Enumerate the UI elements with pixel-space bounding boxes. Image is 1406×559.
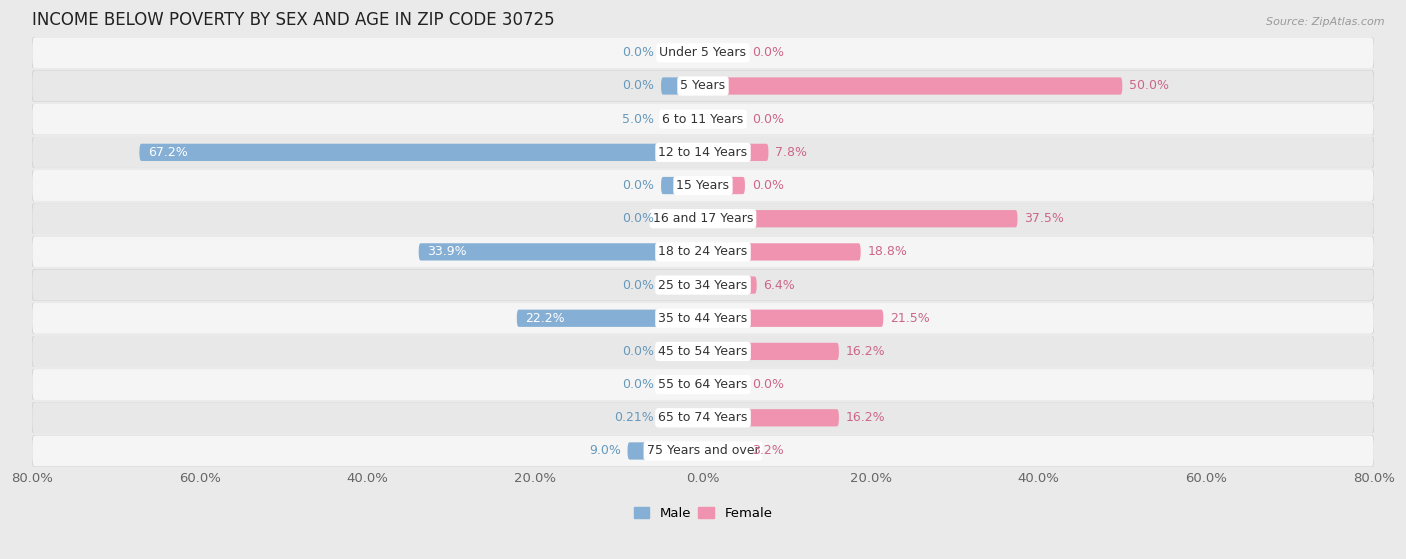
Text: 0.0%: 0.0% xyxy=(752,378,783,391)
Text: 9.0%: 9.0% xyxy=(589,444,621,457)
FancyBboxPatch shape xyxy=(32,70,1374,102)
Text: 0.0%: 0.0% xyxy=(623,278,654,292)
FancyBboxPatch shape xyxy=(32,103,1374,135)
FancyBboxPatch shape xyxy=(627,442,703,459)
FancyBboxPatch shape xyxy=(661,277,703,293)
FancyBboxPatch shape xyxy=(32,402,1374,434)
FancyBboxPatch shape xyxy=(32,136,1374,168)
FancyBboxPatch shape xyxy=(703,111,745,128)
Text: 0.0%: 0.0% xyxy=(752,179,783,192)
FancyBboxPatch shape xyxy=(661,77,703,94)
Text: 15 Years: 15 Years xyxy=(676,179,730,192)
Text: 16.2%: 16.2% xyxy=(845,345,886,358)
Text: 0.0%: 0.0% xyxy=(623,46,654,59)
Text: 0.0%: 0.0% xyxy=(752,113,783,126)
FancyBboxPatch shape xyxy=(32,369,1374,401)
FancyBboxPatch shape xyxy=(32,269,1374,301)
FancyBboxPatch shape xyxy=(703,343,839,360)
FancyBboxPatch shape xyxy=(703,177,745,194)
Text: Under 5 Years: Under 5 Years xyxy=(659,46,747,59)
FancyBboxPatch shape xyxy=(703,310,883,327)
Text: 0.0%: 0.0% xyxy=(623,345,654,358)
FancyBboxPatch shape xyxy=(703,77,1122,94)
FancyBboxPatch shape xyxy=(32,169,1374,201)
FancyBboxPatch shape xyxy=(661,210,703,228)
Text: 67.2%: 67.2% xyxy=(148,146,187,159)
Text: 37.5%: 37.5% xyxy=(1024,212,1064,225)
Text: 18.8%: 18.8% xyxy=(868,245,907,258)
Text: 5.0%: 5.0% xyxy=(623,113,654,126)
FancyBboxPatch shape xyxy=(703,243,860,260)
FancyBboxPatch shape xyxy=(32,236,1374,268)
FancyBboxPatch shape xyxy=(32,302,1374,334)
FancyBboxPatch shape xyxy=(703,210,1018,228)
FancyBboxPatch shape xyxy=(32,435,1374,467)
Text: INCOME BELOW POVERTY BY SEX AND AGE IN ZIP CODE 30725: INCOME BELOW POVERTY BY SEX AND AGE IN Z… xyxy=(32,11,555,29)
FancyBboxPatch shape xyxy=(703,277,756,293)
Text: 25 to 34 Years: 25 to 34 Years xyxy=(658,278,748,292)
Text: 21.5%: 21.5% xyxy=(890,312,929,325)
FancyBboxPatch shape xyxy=(661,343,703,360)
Text: Source: ZipAtlas.com: Source: ZipAtlas.com xyxy=(1267,17,1385,27)
Text: 3.2%: 3.2% xyxy=(752,444,783,457)
FancyBboxPatch shape xyxy=(703,442,745,459)
Text: 12 to 14 Years: 12 to 14 Years xyxy=(658,146,748,159)
Text: 35 to 44 Years: 35 to 44 Years xyxy=(658,312,748,325)
FancyBboxPatch shape xyxy=(139,144,703,161)
Text: 0.0%: 0.0% xyxy=(623,79,654,92)
FancyBboxPatch shape xyxy=(661,44,703,61)
Text: 18 to 24 Years: 18 to 24 Years xyxy=(658,245,748,258)
FancyBboxPatch shape xyxy=(32,335,1374,367)
Text: 5 Years: 5 Years xyxy=(681,79,725,92)
Text: 0.0%: 0.0% xyxy=(623,378,654,391)
FancyBboxPatch shape xyxy=(517,310,703,327)
Text: 22.2%: 22.2% xyxy=(526,312,565,325)
Text: 33.9%: 33.9% xyxy=(427,245,467,258)
Text: 16 and 17 Years: 16 and 17 Years xyxy=(652,212,754,225)
FancyBboxPatch shape xyxy=(703,376,745,393)
FancyBboxPatch shape xyxy=(703,144,769,161)
FancyBboxPatch shape xyxy=(703,409,839,427)
Text: 65 to 74 Years: 65 to 74 Years xyxy=(658,411,748,424)
FancyBboxPatch shape xyxy=(32,203,1374,235)
Text: 50.0%: 50.0% xyxy=(1129,79,1168,92)
Text: 16.2%: 16.2% xyxy=(845,411,886,424)
Text: 6 to 11 Years: 6 to 11 Years xyxy=(662,113,744,126)
Text: 55 to 64 Years: 55 to 64 Years xyxy=(658,378,748,391)
FancyBboxPatch shape xyxy=(661,111,703,128)
Text: 0.0%: 0.0% xyxy=(752,46,783,59)
FancyBboxPatch shape xyxy=(419,243,703,260)
Text: 45 to 54 Years: 45 to 54 Years xyxy=(658,345,748,358)
Text: 7.8%: 7.8% xyxy=(775,146,807,159)
FancyBboxPatch shape xyxy=(703,44,745,61)
Text: 75 Years and over: 75 Years and over xyxy=(647,444,759,457)
FancyBboxPatch shape xyxy=(661,177,703,194)
FancyBboxPatch shape xyxy=(661,376,703,393)
Text: 6.4%: 6.4% xyxy=(763,278,796,292)
FancyBboxPatch shape xyxy=(661,409,703,427)
FancyBboxPatch shape xyxy=(32,37,1374,69)
Legend: Male, Female: Male, Female xyxy=(628,502,778,525)
Text: 0.0%: 0.0% xyxy=(623,212,654,225)
Text: 0.0%: 0.0% xyxy=(623,179,654,192)
Text: 0.21%: 0.21% xyxy=(614,411,654,424)
